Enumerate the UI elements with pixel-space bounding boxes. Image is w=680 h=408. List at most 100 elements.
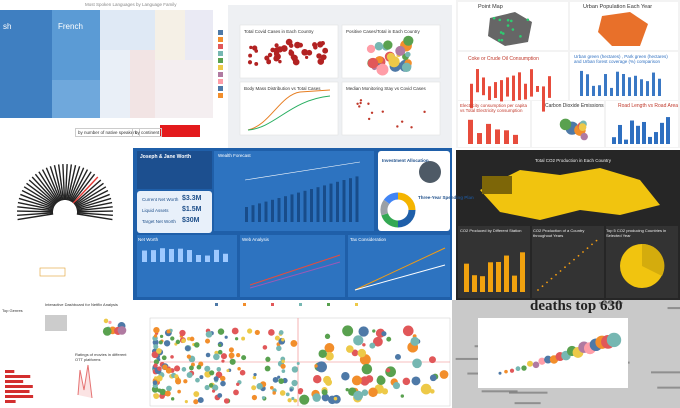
dot [213, 376, 219, 382]
bar [310, 189, 313, 222]
bar [520, 252, 525, 292]
dot [504, 369, 508, 374]
dot [159, 334, 164, 339]
bar [284, 196, 287, 222]
dot [280, 363, 286, 369]
button[interactable]: by continent [132, 128, 163, 137]
dot [537, 289, 539, 291]
bar [205, 255, 210, 262]
line [249, 254, 341, 286]
spoke [76, 213, 113, 221]
spoke [53, 165, 64, 201]
dot [394, 353, 401, 360]
dot [420, 383, 432, 395]
map [45, 315, 67, 331]
dot [274, 43, 279, 48]
dot [351, 349, 359, 357]
card [348, 235, 450, 297]
bar [5, 395, 34, 398]
dot [208, 383, 214, 388]
dot [103, 318, 109, 324]
dot [317, 41, 324, 48]
box [39, 267, 66, 277]
dot [555, 273, 557, 276]
panel-title: CO2 Production of a Country throughout Y… [533, 228, 585, 238]
dot [367, 57, 379, 69]
dot [324, 333, 331, 339]
spoke [74, 182, 104, 206]
dot [320, 56, 325, 61]
dot [538, 357, 546, 365]
card-title: Electricity consumption per capita vs To… [460, 103, 528, 113]
spoke [67, 166, 81, 201]
bar [464, 263, 469, 292]
dot [252, 375, 257, 380]
dot [400, 394, 405, 398]
dot [541, 285, 544, 288]
dot [226, 369, 230, 373]
dot [321, 389, 328, 396]
bar [482, 77, 485, 96]
bar [264, 201, 268, 222]
line [247, 89, 331, 131]
spoke [69, 167, 85, 202]
panel-title: Top 5 CO2 producing Countries in Selecte… [606, 228, 667, 238]
spoke [73, 179, 102, 205]
spoke [75, 193, 110, 209]
spoke [23, 186, 56, 207]
dot [234, 337, 239, 341]
bar [518, 72, 521, 101]
dot [333, 396, 338, 401]
dot [179, 329, 186, 337]
dot [163, 340, 171, 347]
dot [215, 371, 223, 379]
dot [216, 366, 222, 372]
dot [177, 389, 181, 394]
dot [156, 348, 162, 354]
card [137, 191, 212, 233]
dot [312, 393, 321, 402]
line [249, 261, 341, 289]
dot [159, 388, 166, 396]
button[interactable]: by number of native speakers [75, 128, 141, 137]
spoke [62, 164, 66, 201]
dot [381, 388, 389, 395]
dot [299, 394, 310, 405]
bar [542, 86, 545, 112]
newsprint [598, 301, 623, 304]
dot [183, 379, 188, 384]
dot [189, 336, 195, 342]
dot [249, 45, 253, 50]
bar [524, 83, 527, 100]
bar [480, 276, 485, 292]
dot [281, 369, 286, 373]
dot [291, 396, 295, 401]
dot [290, 339, 298, 347]
dot [264, 365, 271, 372]
dot [325, 351, 334, 361]
dot [301, 48, 309, 56]
kpi-label: Liquid Assets [142, 208, 169, 213]
dot [568, 262, 571, 265]
spoke [16, 210, 54, 213]
bar [323, 185, 326, 222]
dot [209, 370, 215, 376]
spoke [71, 173, 96, 203]
spoke [76, 212, 113, 216]
bar [630, 120, 634, 144]
dot [221, 359, 225, 363]
dot [102, 327, 112, 336]
bar [586, 74, 589, 96]
card-title: Carbon Dioxide Emissions [545, 103, 604, 109]
dot [376, 63, 389, 76]
dot [212, 384, 219, 391]
dot [388, 56, 400, 68]
dot [186, 371, 193, 378]
spoke [72, 176, 99, 204]
dot [499, 31, 503, 34]
card-title: Urban Population Each Year [583, 4, 653, 10]
bar [616, 71, 619, 96]
treemap-label: sh [3, 22, 12, 31]
spoke [64, 164, 68, 201]
